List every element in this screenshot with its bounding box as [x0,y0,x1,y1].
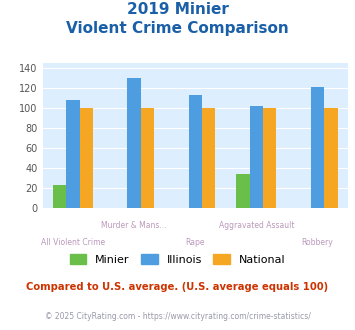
Text: © 2025 CityRating.com - https://www.cityrating.com/crime-statistics/: © 2025 CityRating.com - https://www.city… [45,312,310,321]
Bar [263,108,277,208]
Text: Violent Crime Comparison: Violent Crime Comparison [66,21,289,36]
Bar [324,108,338,208]
Text: Murder & Mans...: Murder & Mans... [102,221,167,230]
Text: Aggravated Assault: Aggravated Assault [219,221,294,230]
Bar [141,108,154,208]
Text: Rape: Rape [186,238,205,247]
Bar [189,95,202,208]
Legend: Minier, Illinois, National: Minier, Illinois, National [65,250,290,269]
Bar [236,174,250,208]
Bar [250,106,263,208]
Bar [80,108,93,208]
Text: Robbery: Robbery [301,238,333,247]
Text: 2019 Minier: 2019 Minier [127,2,228,16]
Bar [311,87,324,208]
Text: Compared to U.S. average. (U.S. average equals 100): Compared to U.S. average. (U.S. average … [26,282,329,292]
Text: All Violent Crime: All Violent Crime [41,238,105,247]
Bar [127,78,141,208]
Bar [66,100,80,208]
Bar [53,185,66,208]
Bar [202,108,215,208]
